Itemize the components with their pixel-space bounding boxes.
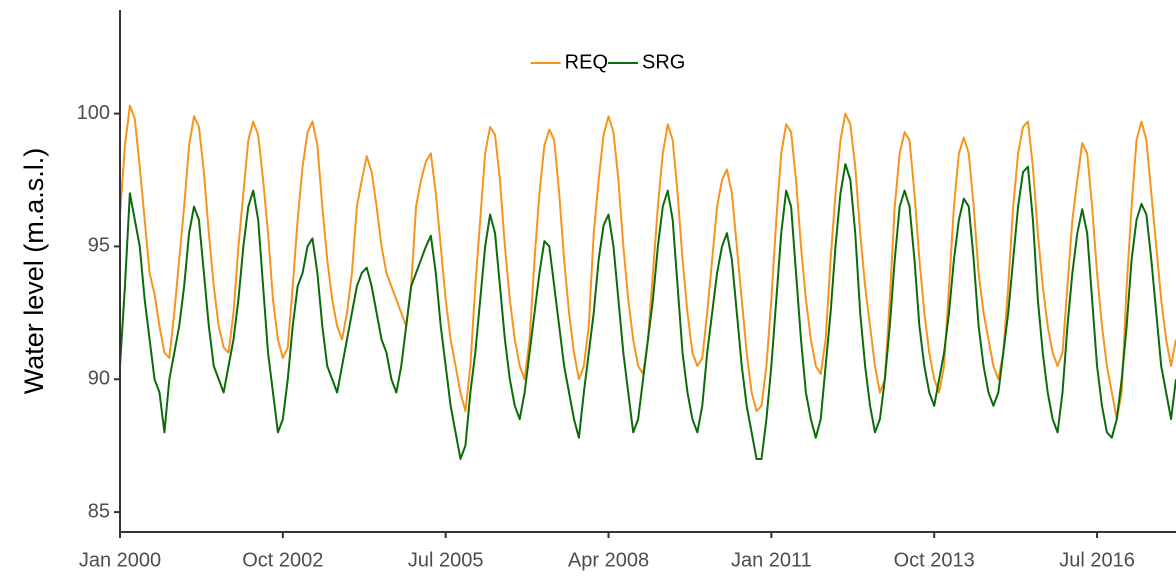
x-tick-label: Jan 2000 (79, 549, 161, 571)
series-line (119, 104, 1176, 421)
legend: REQ SRG (530, 51, 685, 73)
x-tick-label: Oct 2013 (894, 549, 975, 571)
x-tick-label: Jul 2005 (408, 549, 484, 571)
y-tick-label: 85 (88, 500, 110, 522)
legend-label: REQ (565, 51, 608, 73)
series-line (119, 163, 1176, 460)
x-tick-label: Jul 2016 (1059, 549, 1135, 571)
y-axis-label: Water level (m.a.s.l.) (19, 148, 49, 395)
x-tick-label: Jan 2011 (731, 549, 812, 571)
y-tick-label: 95 (88, 235, 110, 257)
y-tick-label: 90 (88, 368, 110, 390)
y-tick-label: 100 (77, 102, 110, 124)
x-tick-label: Oct 2002 (242, 549, 323, 571)
x-tick-label: Apr 2008 (568, 549, 649, 571)
legend-label: SRG (642, 51, 685, 73)
